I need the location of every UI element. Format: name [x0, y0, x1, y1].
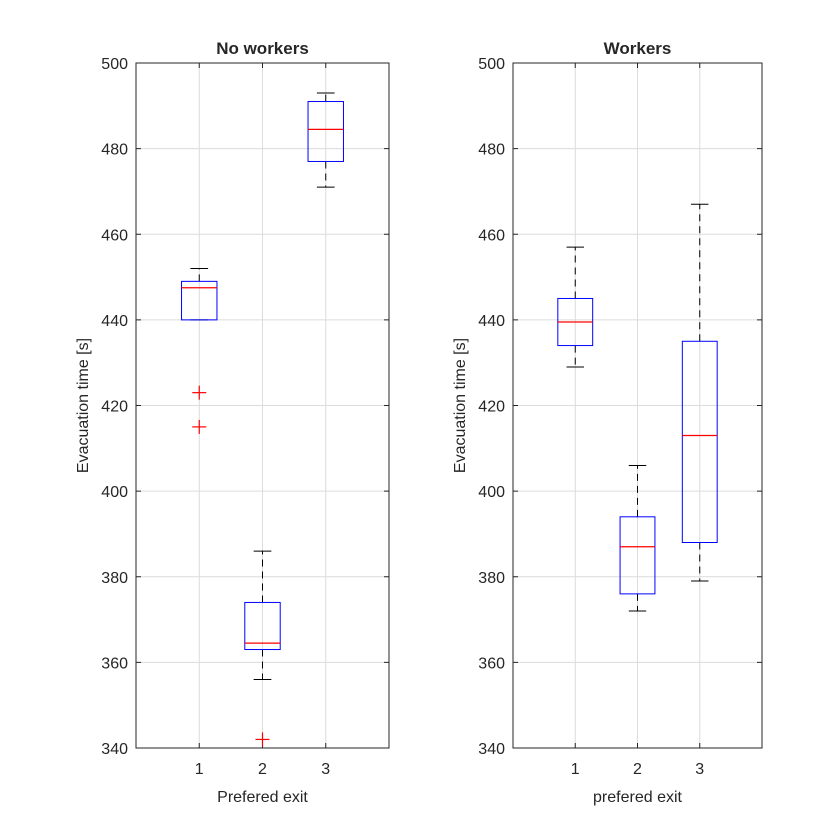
- chart-title: No workers: [216, 39, 309, 58]
- y-tick-label: 460: [478, 227, 505, 244]
- x-tick-label: 1: [571, 761, 580, 778]
- box-iqr: [181, 280, 218, 321]
- y-tick-label: 480: [478, 142, 505, 159]
- y-tick-label: 420: [478, 399, 505, 416]
- box-exit-1: [557, 246, 594, 368]
- x-axis-label: Prefered exit: [217, 789, 308, 806]
- y-tick-label: 480: [101, 142, 128, 159]
- box-iqr: [681, 340, 718, 543]
- chart-panel-2: 340 360 380 400 420 440 460 480 500 1 2 3 Workers pre…: [452, 39, 763, 806]
- y-tick-label: 500: [101, 56, 128, 73]
- box-exit-2: [619, 464, 656, 612]
- box-iqr: [619, 516, 656, 595]
- y-tick-label: 440: [478, 313, 505, 330]
- y-tick-label: 380: [478, 570, 505, 587]
- x-tick-label: 3: [695, 761, 704, 778]
- x-tick-label: 3: [321, 761, 330, 778]
- y-tick-label: 400: [478, 484, 505, 501]
- x-axis-label: prefered exit: [593, 789, 682, 806]
- y-tick-label: 440: [101, 313, 128, 330]
- y-tick-label: 420: [101, 399, 128, 416]
- y-tick-label: 360: [478, 655, 505, 672]
- box-exit-1: [181, 268, 218, 434]
- y-tick-label: 500: [478, 56, 505, 73]
- y-tick-label: 380: [101, 570, 128, 587]
- box-exit-2: [244, 550, 281, 747]
- box-exit-3: [681, 203, 718, 582]
- y-tick-label: 360: [101, 655, 128, 672]
- y-tick-label: 400: [101, 484, 128, 501]
- x-tick-label: 2: [258, 761, 267, 778]
- box-exit-3: [307, 92, 344, 188]
- y-tick-label: 340: [101, 741, 128, 758]
- outlier-marker: [255, 732, 270, 747]
- chart-title: Workers: [604, 39, 672, 58]
- box-iqr: [244, 601, 281, 651]
- x-tick-label: 1: [195, 761, 204, 778]
- y-axis-label: Evacuation time [s]: [452, 338, 469, 473]
- box-iqr: [307, 101, 344, 162]
- y-axis-label: Evacuation time [s]: [75, 338, 92, 473]
- outlier-marker: [192, 419, 207, 434]
- y-tick-label: 460: [101, 227, 128, 244]
- outlier-marker: [192, 385, 207, 400]
- x-tick-label: 2: [633, 761, 642, 778]
- chart-panel-1: 340 360 380 400 420 440 460 480 500 1 2 3 No workers…: [75, 39, 390, 806]
- y-tick-label: 340: [478, 741, 505, 758]
